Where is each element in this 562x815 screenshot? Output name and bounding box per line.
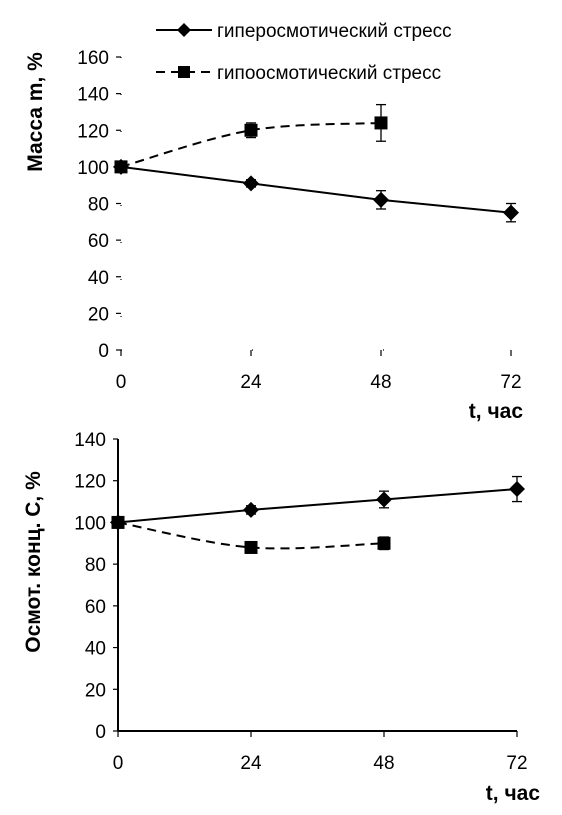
mass-chart-y-tick-label: 20 <box>88 304 109 325</box>
legend-entry-hyper: гиперосмотический стресс <box>156 21 452 42</box>
osmotic-chart-hypo-point <box>377 536 391 550</box>
osmotic-chart-y-tick-label: 80 <box>85 555 106 576</box>
legend-hyper-label: гиперосмотический стресс <box>217 21 452 42</box>
legend-entry-hypo: гипоосмотический стресс <box>156 63 441 84</box>
osmotic-chart-ylabel: Осмот. конц. С, % <box>22 471 45 653</box>
osmotic-chart-y-tick-label: 60 <box>85 597 106 618</box>
osmotic-chart-hyper-point <box>509 481 525 498</box>
osmotic-chart-y-tick-label: 100 <box>74 513 106 534</box>
legend-hypo-label: гипоосмотический стресс <box>217 63 441 84</box>
legend-hyper-marker <box>177 23 191 37</box>
mass-chart-x-tick-label: 72 <box>500 372 521 393</box>
mass-chart-ylabel: Масса m, % <box>24 52 47 172</box>
mass-chart-hypo-point <box>244 123 258 137</box>
mass-chart-y-tick-label: 80 <box>88 195 109 216</box>
mass-chart-xlabel: t, час <box>469 400 524 423</box>
mass-chart-hyper-point <box>243 175 259 192</box>
osmotic-chart-x-tick-label: 24 <box>240 753 262 774</box>
osmotic-chart-x-tick-label: 0 <box>113 753 124 774</box>
mass-chart-hyper-line <box>120 165 512 214</box>
mass-chart-y-tick-label: 120 <box>77 121 109 142</box>
osmotic-chart-y-tick-label: 140 <box>74 430 106 451</box>
osmotic-chart-y-tick-label: 20 <box>85 680 106 701</box>
mass-chart-hyper-point <box>373 191 389 208</box>
osmotic-chart-y-tick-label: 120 <box>74 472 106 493</box>
mass-chart-hypo-point <box>374 116 388 130</box>
mass-chart-x-tick-label: 48 <box>370 372 391 393</box>
mass-chart-y-tick-label: 40 <box>88 268 109 289</box>
mass-chart-y-tick-label: 140 <box>77 85 109 106</box>
osmotic-chart-y-tick-label: 0 <box>95 722 106 743</box>
legend: гиперосмотический стресс гипоосмотически… <box>156 21 452 84</box>
osmotic-chart-y-tick-label: 40 <box>85 639 106 660</box>
mass-chart-y-tick-label: 60 <box>88 231 109 252</box>
legend-hypo-marker <box>178 66 190 78</box>
osmotic-chart: Осмот. конц. С, % t, час 0 20 40 60 80 100 120… <box>22 430 540 805</box>
osmotic-chart-x-tick-label: 48 <box>373 753 394 774</box>
osmotic-chart-xlabel: t, час <box>486 782 541 805</box>
mass-chart-y-tick-label: 0 <box>98 341 109 362</box>
osmotic-chart-hyper-line <box>117 488 518 524</box>
mass-chart: Масса m, % t, час 0 20 40 60 80 100 120 140 160 0… <box>24 48 523 423</box>
mass-chart-y-tick-label: 160 <box>77 48 109 69</box>
osmotic-chart-x-tick-label: 72 <box>506 753 527 774</box>
mass-chart-hypo-point <box>114 160 128 174</box>
mass-chart-x-tick-label: 0 <box>116 372 127 393</box>
osmotic-chart-hypo-point <box>111 515 125 529</box>
mass-chart-hyper-point <box>503 204 519 221</box>
osmotic-chart-hypo-point <box>244 540 258 554</box>
mass-chart-y-tick-label: 100 <box>77 158 109 179</box>
osmotic-chart-hyper-point <box>376 491 392 508</box>
osmotic-chart-hyper-point <box>243 501 259 518</box>
mass-chart-x-tick-label: 24 <box>240 372 262 393</box>
